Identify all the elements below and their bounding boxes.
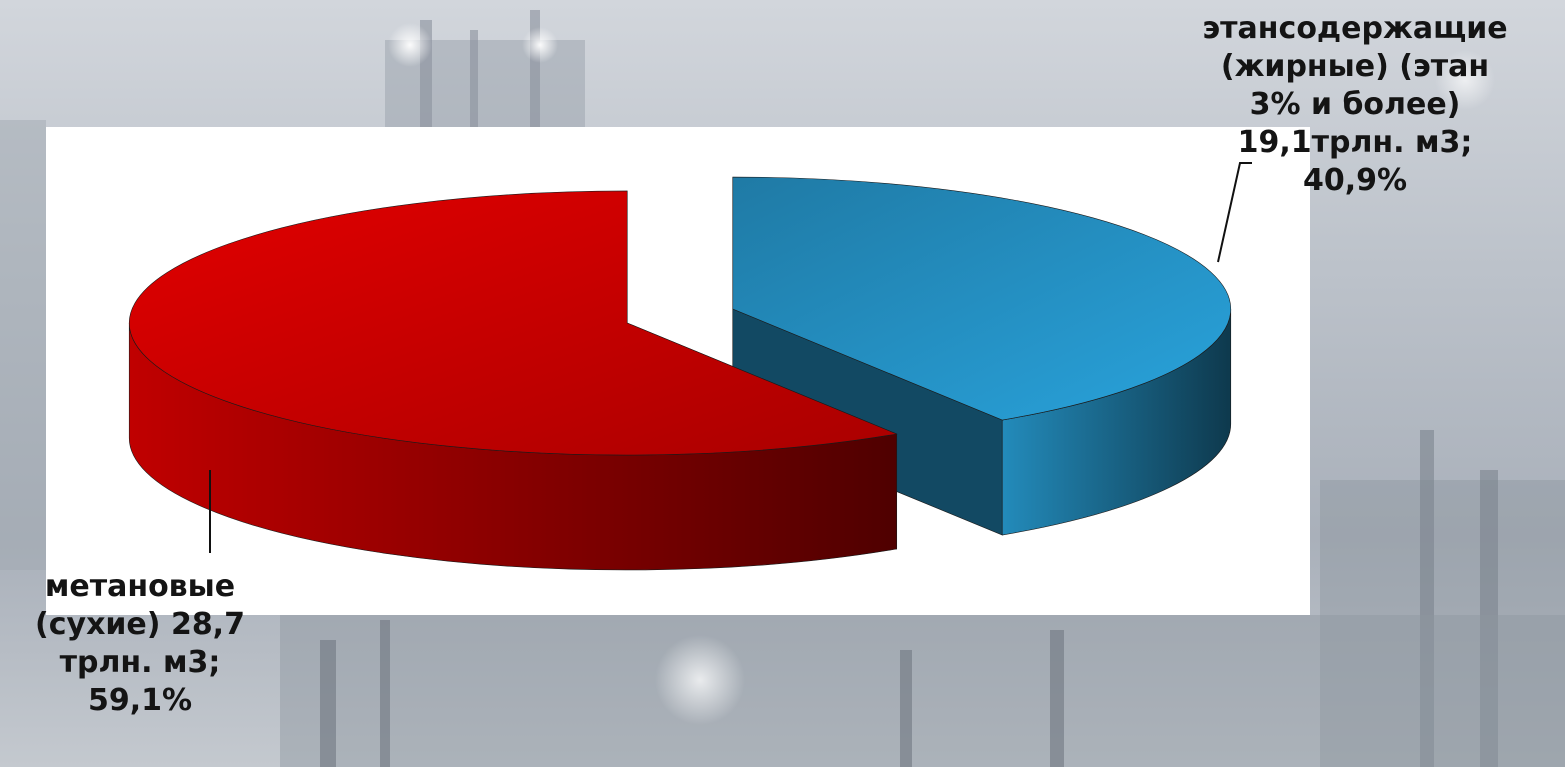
pie-slice-0-top	[732, 176, 1232, 421]
leader-line-rich-gas	[1217, 162, 1252, 263]
pie-slice-1-top	[128, 190, 898, 456]
pie-slice-1	[128, 190, 898, 571]
slice-label-rich-gas: этансодержащие (жирные) (этан 3% и более…	[1202, 11, 1508, 198]
slice-label-dry-gas: метановые (сухие) 28,7 трлн. м3; 59,1%	[35, 569, 245, 718]
